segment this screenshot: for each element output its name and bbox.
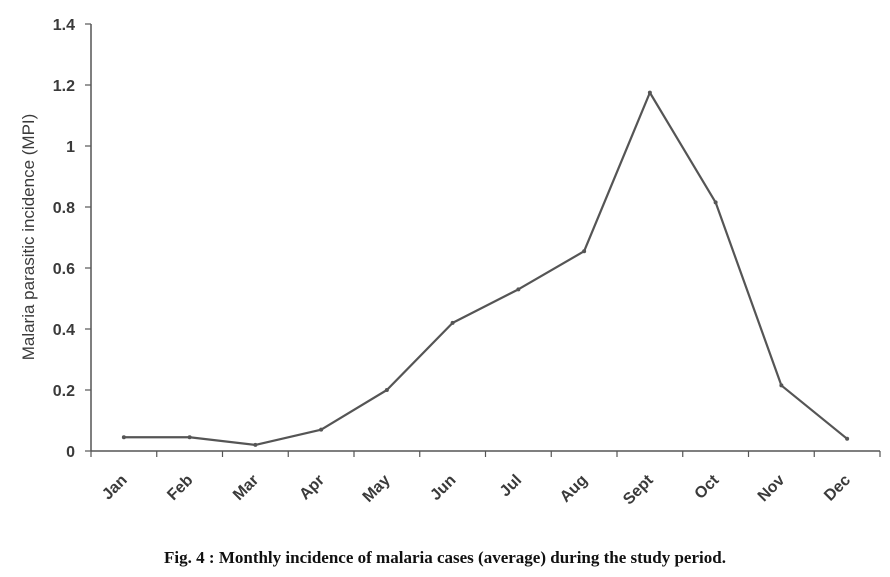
data-point (516, 287, 521, 292)
data-point (253, 442, 258, 447)
y-tick-label: 0.2 (53, 383, 75, 400)
figure-caption: Fig. 4 : Monthly incidence of malaria ca… (164, 548, 726, 567)
data-point (582, 249, 587, 254)
series-group (121, 90, 850, 447)
y-tick-label: 0.6 (53, 261, 75, 278)
x-tick-label: Jun (427, 472, 459, 504)
data-point (384, 388, 389, 392)
x-tick-label: Apr (296, 472, 328, 504)
x-tick-label: Dec (821, 472, 854, 505)
data-point (647, 90, 652, 95)
y-tick-label: 1.2 (53, 78, 75, 95)
y-axis-ticks: 0 0.2 0.4 0.6 0.8 1 1.2 1.4 (53, 17, 91, 461)
data-point (713, 200, 718, 205)
data-point (450, 320, 455, 325)
axes (90, 24, 880, 452)
y-tick-label: 0 (66, 444, 75, 461)
data-point (779, 383, 784, 388)
x-tick-label: Sept (620, 471, 657, 508)
data-point (121, 435, 126, 440)
line-chart: 00.20.40.60.811.21.4 Jan Feb Mar Apr May Jun J… (19, 17, 881, 508)
data-point (187, 435, 192, 440)
x-tick-label: Aug (557, 472, 591, 506)
x-tick-label: Jul (497, 472, 525, 500)
x-tick-label: Nov (755, 472, 788, 505)
x-axis-ticks: Jan Feb Mar Apr May Jun Jul Aug Sept Oct Nov Dec (90, 451, 881, 508)
series-line (123, 91, 848, 446)
x-tick-label: Jan (99, 472, 131, 504)
x-tick-label: Feb (164, 472, 196, 504)
y-tick-label: 0.4 (53, 322, 75, 339)
y-axis-label: Malaria parasitic incidence (MPI) (19, 114, 38, 361)
y-tick-label: 1 (66, 139, 75, 156)
y-tick-label: 0.8 (53, 200, 75, 217)
x-tick-label: Mar (230, 472, 262, 504)
data-point (319, 427, 324, 432)
y-tick-label: 1.4 (53, 17, 75, 34)
x-tick-label: May (360, 472, 394, 506)
data-point (845, 436, 850, 441)
x-tick-label: Oct (692, 471, 723, 502)
